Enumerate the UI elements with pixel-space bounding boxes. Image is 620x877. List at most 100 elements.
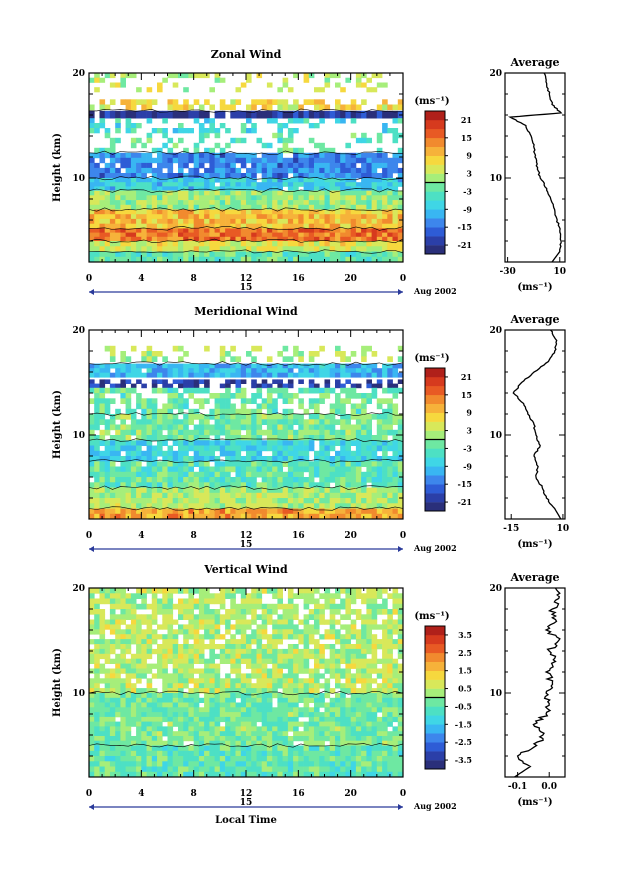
heatmap-cell-layer-8 [304, 195, 310, 200]
heatmap-cell-layer-8 [199, 493, 205, 499]
heatmap-cell-layer-9 [136, 219, 142, 224]
heatmap-cell-layer-5 [257, 414, 263, 420]
heatmap-cell-layer-2 [325, 634, 331, 639]
heatmap-cell-layer-7 [319, 461, 325, 467]
heatmap-cell-layer-3 [356, 712, 362, 717]
heatmap-cell-layer-5 [366, 435, 372, 441]
heatmap-cell-layer-6 [194, 451, 200, 457]
heatmap-cell-layer-5 [168, 419, 174, 425]
heatmap-cell-layer-6 [141, 163, 147, 168]
heatmap-cell-layer-5 [304, 419, 310, 425]
heatmap-cell-layer-1 [131, 73, 137, 78]
heatmap-cell-layer-2 [309, 654, 315, 659]
heatmap-cell-layer-10 [89, 233, 95, 238]
heatmap-cell-layer-1 [277, 593, 283, 599]
heatmap-cell-layer-2 [288, 688, 294, 693]
heatmap-cell-layer-3 [110, 384, 116, 389]
heatmap-cell-layer-8 [204, 191, 210, 196]
heatmap-cell-layer-9 [131, 219, 137, 224]
heatmap-cell-layer-1 [283, 78, 289, 83]
heatmap-cell-layer-4 [230, 409, 236, 415]
heatmap-cell-layer-5 [246, 425, 252, 431]
heatmap-cell-layer-2 [230, 105, 236, 111]
heatmap-cell-layer-5 [288, 133, 294, 138]
heatmap-cell-layer-5 [345, 143, 351, 148]
heatmap-cell-layer-2 [387, 654, 393, 659]
colorbar-tick-label: -3 [463, 443, 472, 453]
heatmap-cell-layer-6 [325, 446, 331, 452]
heatmap-cell-layer-9 [361, 219, 367, 224]
heatmap-cell-layer-7 [100, 182, 106, 187]
heatmap-cell-layer-3 [372, 698, 378, 703]
heatmap-cell-layer-7 [293, 182, 299, 187]
heatmap-cell-layer-6 [178, 456, 184, 462]
heatmap-cell-layer-2 [131, 683, 137, 688]
heatmap-cell-layer-1 [173, 346, 179, 352]
heatmap-cell-layer-7 [199, 178, 205, 183]
heatmap-cell-layer-8 [293, 498, 299, 504]
heatmap-cell-layer-3 [183, 384, 189, 389]
heatmap-cell-layer-3 [126, 717, 132, 722]
heatmap-cell-layer-2 [314, 620, 320, 625]
heatmap-cell-layer-1 [188, 73, 194, 78]
heatmap-cell-layer-2 [272, 688, 278, 693]
heatmap-cell-layer-2 [100, 644, 106, 649]
heatmap-cell-layer-9 [209, 214, 215, 219]
heatmap-cell-layer-5 [230, 425, 236, 431]
heatmap-cell-layer-6 [199, 446, 205, 452]
heatmap-cell-layer-2 [168, 659, 174, 664]
heatmap-cell-layer-2 [141, 644, 147, 649]
heatmap-cell-layer-2 [131, 624, 137, 629]
heatmap-cell-layer-2 [94, 664, 100, 669]
heatmap-cell-layer-2 [246, 644, 252, 649]
heatmap-cell-layer-7 [225, 477, 231, 483]
heatmap-cell-layer-5 [147, 430, 153, 436]
heatmap-cell-layer-2 [272, 678, 278, 683]
heatmap-cell-layer-1 [115, 593, 121, 599]
heatmap-cell-layer-8 [393, 488, 399, 494]
heatmap-cell-layer-2 [178, 373, 184, 378]
heatmap-cell-layer-1 [340, 599, 346, 605]
heatmap-cell-layer-3 [105, 717, 111, 722]
heatmap-cell-layer-2 [141, 99, 147, 105]
heatmap-cell-layer-4 [267, 118, 273, 123]
heatmap-cell-layer-1 [267, 588, 273, 594]
heatmap-cell-layer-8 [147, 200, 153, 205]
heatmap-cell-layer-8 [330, 488, 336, 494]
heatmap-cell-layer-1 [199, 73, 205, 78]
heatmap-cell-layer-10 [236, 237, 242, 242]
heatmap-cell-layer-6 [330, 163, 336, 168]
heatmap-cell-layer-2 [115, 683, 121, 688]
heatmap-cell-layer-2 [345, 669, 351, 674]
colorbar-swatch [425, 502, 445, 511]
heatmap-cell-layer-3 [314, 703, 320, 708]
heatmap-cell-layer-3 [188, 712, 194, 717]
heatmap-cell-layer-8 [377, 195, 383, 200]
heatmap-cell-layer-2 [277, 654, 283, 659]
heatmap-cell-layer-2 [115, 673, 121, 678]
heatmap-cell-layer-2 [168, 688, 174, 693]
heatmap-cell-layer-4 [351, 388, 357, 394]
heatmap-cell-layer-2 [304, 624, 310, 629]
average-x-tick-label: -15 [503, 524, 519, 534]
heatmap-cell-layer-7 [105, 178, 111, 183]
heatmap-cell-layer-4 [131, 123, 137, 128]
heatmap-cell-layer-3 [377, 703, 383, 708]
heatmap-cell-layer-10 [94, 228, 100, 233]
heatmap-cell-layer-2 [314, 659, 320, 664]
heatmap-cell-layer-6 [356, 158, 362, 163]
heatmap-cell-layer-3 [251, 707, 257, 712]
heatmap-cell-layer-3 [147, 693, 153, 698]
heatmap-cell-layer-1 [314, 604, 320, 610]
heatmap-cell-layer-6 [262, 163, 268, 168]
heatmap-cell-layer-2 [115, 624, 121, 629]
heatmap-cell-layer-3 [304, 703, 310, 708]
heatmap-cell-layer-1 [345, 593, 351, 599]
heatmap-cell-layer-3 [251, 698, 257, 703]
heatmap-cell-layer-2 [246, 688, 252, 693]
heatmap-cell-layer-4 [220, 398, 226, 404]
heatmap-cell-layer-2 [393, 368, 399, 373]
heatmap-cell-layer-2 [246, 624, 252, 629]
heatmap-cell-layer-8 [340, 195, 346, 200]
heatmap-cell-layer-5 [241, 435, 247, 441]
